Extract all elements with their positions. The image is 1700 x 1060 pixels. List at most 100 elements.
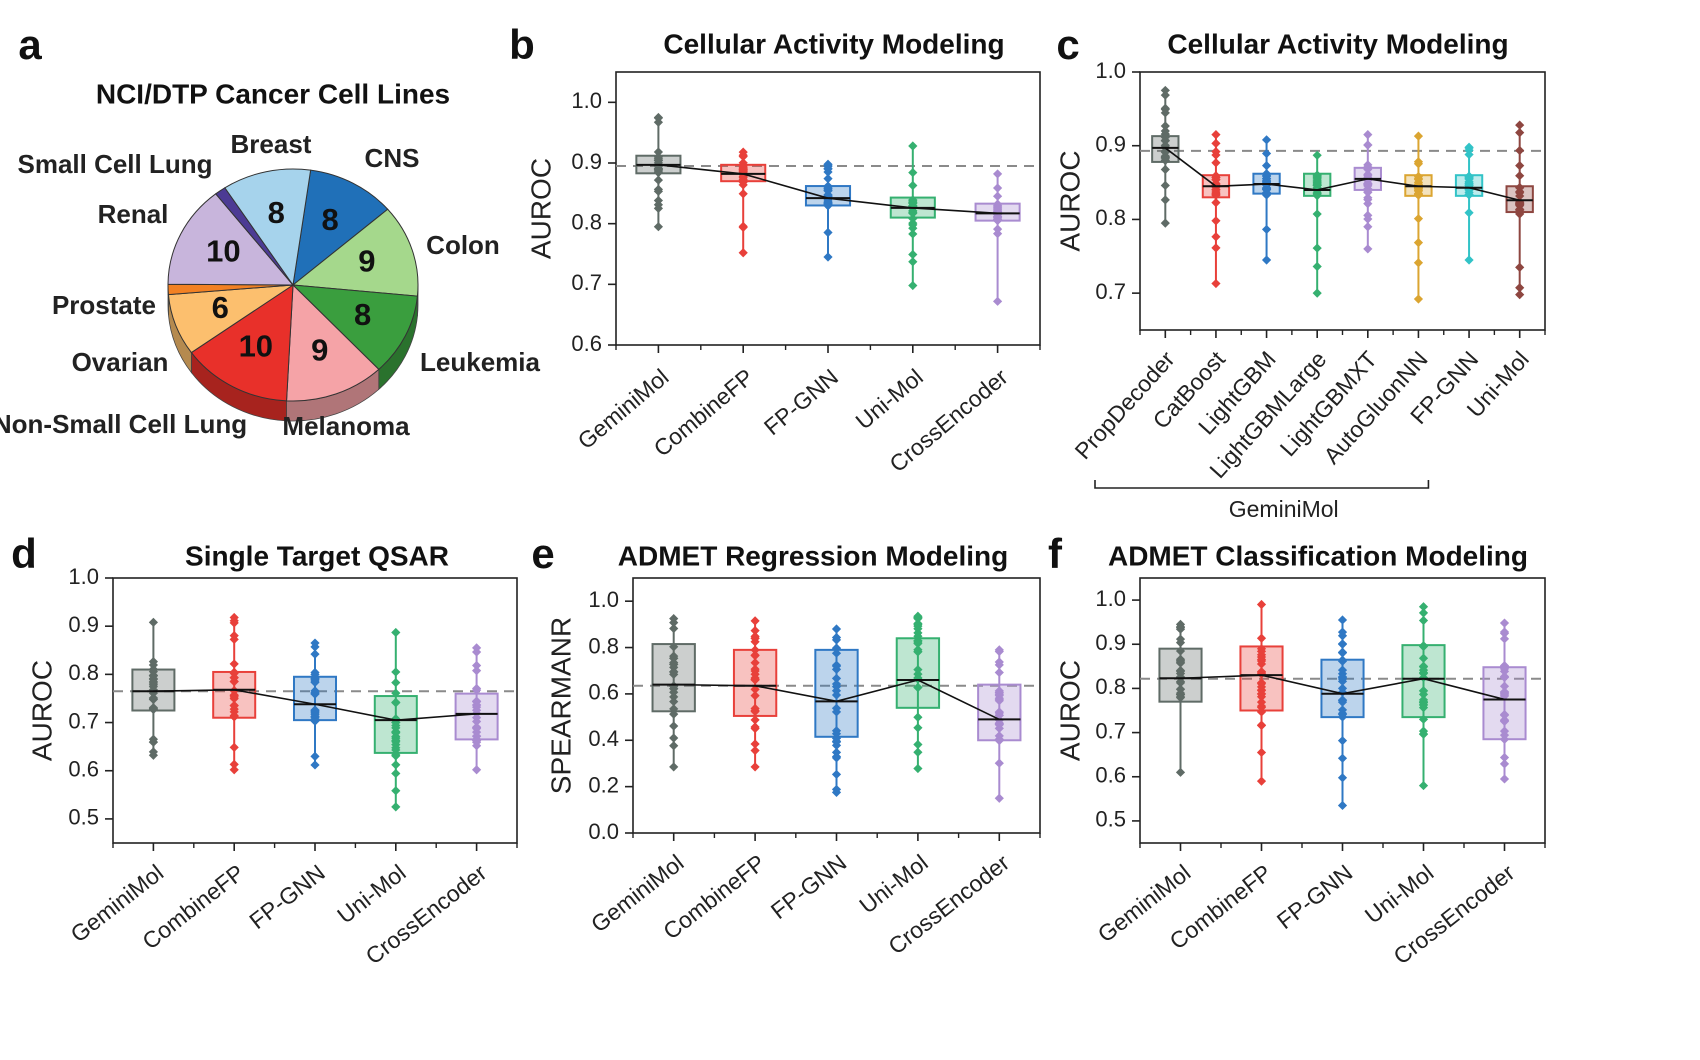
data-point <box>1363 195 1373 205</box>
data-point <box>908 198 918 208</box>
pie-slice-breast <box>224 168 312 287</box>
data-point <box>1464 173 1474 183</box>
y-tick-label: 0.5 <box>68 805 99 830</box>
data-point <box>1418 665 1429 675</box>
data-point <box>148 693 158 703</box>
data-point <box>993 224 1003 234</box>
y-tick-label: 0.9 <box>68 612 99 637</box>
data-point <box>1413 177 1424 188</box>
plot-frame <box>1139 71 1546 331</box>
data-point <box>993 296 1003 306</box>
data-point <box>750 645 760 655</box>
data-point <box>391 737 401 747</box>
data-point <box>908 249 918 260</box>
data-point <box>823 227 833 238</box>
data-point <box>1256 644 1267 654</box>
data-point <box>1175 672 1186 682</box>
data-point <box>994 719 1004 730</box>
data-point <box>472 683 482 694</box>
pie-slice-leukemia <box>291 284 418 371</box>
data-point <box>1256 707 1267 717</box>
pie-value-label: 9 <box>311 333 328 368</box>
box-uni-mol <box>373 627 418 812</box>
y-tick-label: 0.7 <box>571 270 602 295</box>
data-point <box>229 765 239 775</box>
x-category-label: FP-GNN <box>1272 859 1357 934</box>
data-point <box>1256 667 1267 677</box>
data-point <box>669 696 679 707</box>
data-point <box>1160 218 1170 228</box>
box-uni-mol <box>889 141 936 291</box>
data-point <box>653 163 663 174</box>
data-point <box>908 214 918 224</box>
pie-slice-label: Non-Small Cell Lung <box>0 409 247 439</box>
pie-slice-label: CNS <box>365 143 420 173</box>
data-point <box>391 688 401 698</box>
median-trend-line <box>673 679 1000 721</box>
data-point <box>913 747 923 757</box>
data-point <box>1175 656 1186 666</box>
y-tick-label: 0.6 <box>588 680 619 705</box>
data-point <box>653 203 663 213</box>
box-geminimol <box>651 613 696 772</box>
data-point <box>1418 641 1429 651</box>
pie-value-label: 10 <box>239 328 273 363</box>
data-point <box>1256 685 1267 695</box>
data-point <box>1337 800 1348 811</box>
data-point <box>653 222 663 232</box>
data-point <box>1499 672 1510 682</box>
data-point <box>994 758 1004 768</box>
data-point <box>669 721 679 731</box>
data-point <box>1337 773 1348 783</box>
data-point <box>229 616 239 626</box>
y-tick-label: 0.7 <box>1095 718 1126 743</box>
box-combinefp <box>732 616 778 772</box>
y-tick-label: 0.6 <box>571 331 602 356</box>
x-category-label: Uni-Mol <box>851 364 928 435</box>
data-point <box>1337 615 1348 625</box>
data-point <box>653 153 663 163</box>
pie-slice-cns <box>292 169 389 287</box>
data-point <box>472 647 482 657</box>
data-point <box>738 189 748 199</box>
y-axis-label: AUROC <box>26 660 57 761</box>
data-point <box>823 185 833 195</box>
box-fp-gnn <box>292 638 338 770</box>
data-point <box>908 229 918 239</box>
data-point <box>1499 618 1510 628</box>
data-point <box>993 169 1003 179</box>
data-point <box>1363 130 1373 140</box>
data-point <box>391 743 401 753</box>
data-point <box>1261 224 1272 235</box>
data-point <box>1464 208 1474 218</box>
data-point <box>831 703 842 713</box>
box-lightgbmlarge <box>1303 150 1332 298</box>
data-point <box>1499 710 1510 720</box>
data-point <box>1256 776 1267 786</box>
data-point <box>1337 672 1348 683</box>
data-point <box>1515 262 1525 273</box>
data-point <box>913 739 923 750</box>
box-crossencoder <box>454 643 499 775</box>
data-point <box>1312 150 1322 160</box>
panel-d: d Single Target QSAR 0.5 0.6 0.7 0.8 0.9 1.0 AUR… <box>11 530 518 969</box>
data-point <box>831 624 842 634</box>
box-propdecoder <box>1151 85 1180 228</box>
pie-slice-non-small-cell-lung <box>190 284 294 402</box>
data-point <box>391 728 401 738</box>
data-point <box>1464 143 1474 153</box>
data-point <box>1515 161 1525 171</box>
data-point <box>1312 243 1322 253</box>
data-point <box>1499 726 1510 736</box>
y-axis-label: AUROC <box>1054 660 1085 761</box>
data-point <box>148 666 158 677</box>
y-tick-label: 0.9 <box>571 149 602 174</box>
y-axis-label: AUROC <box>1054 150 1085 251</box>
x-category-label: FP-GNN <box>759 364 843 441</box>
data-point <box>669 658 679 668</box>
data-point <box>1363 181 1373 191</box>
y-tick-label: 0.8 <box>588 633 619 658</box>
data-point <box>1499 774 1510 784</box>
data-point <box>653 175 663 185</box>
data-point <box>1418 615 1429 626</box>
